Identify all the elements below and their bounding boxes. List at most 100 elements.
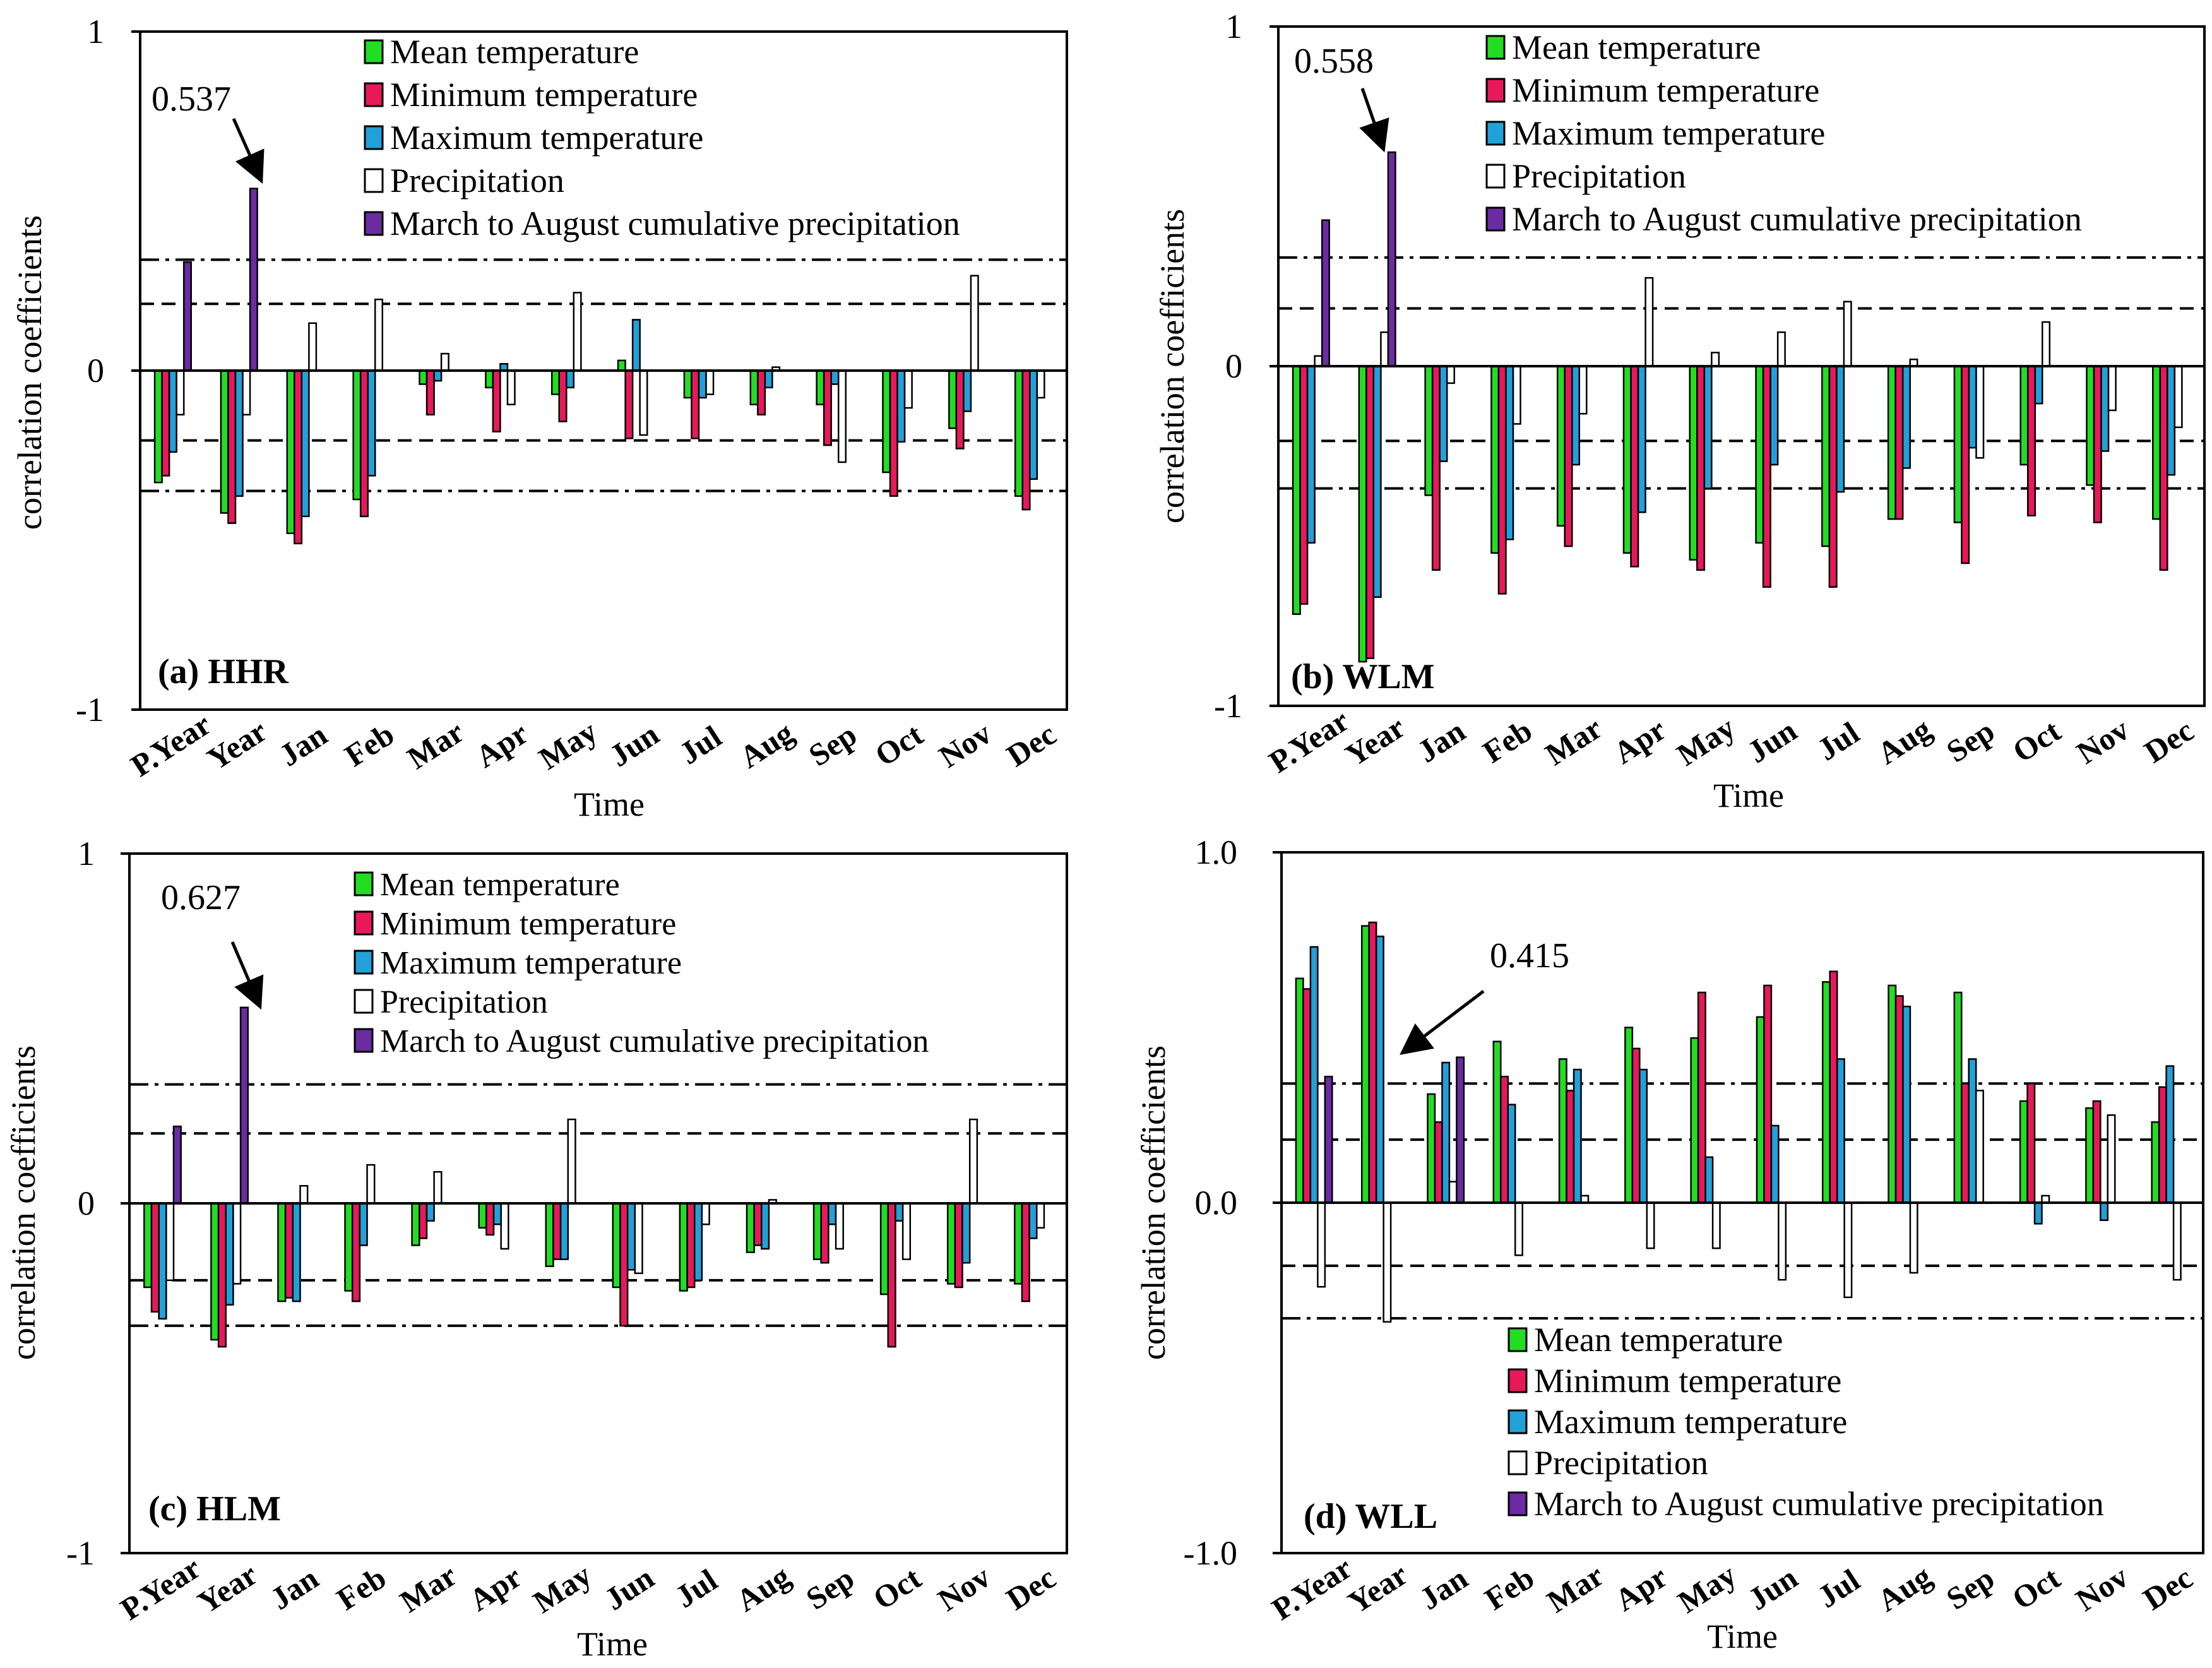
bar-b-s4-P.Year xyxy=(1321,219,1330,367)
bar-a-s3-Apr xyxy=(506,369,516,405)
x-tick-label: Aug xyxy=(1871,711,1937,771)
bar-c-s2-Jul xyxy=(693,1202,703,1282)
x-tick-label: Jul xyxy=(669,1562,723,1614)
annotation-label: 0.415 xyxy=(1490,936,1569,975)
legend-label: Minimum temperature xyxy=(380,906,676,942)
bar-d-s2-May xyxy=(1704,1156,1714,1204)
bar-b-s3-Sep xyxy=(1975,365,1985,459)
bar-b-s3-P.Year xyxy=(1314,355,1323,367)
legend-label: Maximum temperature xyxy=(1512,114,1825,152)
bar-a-s3-Year xyxy=(242,369,251,416)
bar-d-s0-Dec xyxy=(2151,1121,2160,1204)
bar-b-s0-Nov xyxy=(2086,365,2095,486)
bar-c-s3-Jan xyxy=(299,1185,309,1205)
bar-d-s1-Oct xyxy=(2026,1083,2036,1204)
x-tick-label: Apr xyxy=(1607,712,1672,771)
x-tick-label: Aug xyxy=(1871,1558,1937,1618)
bar-c-s3-Apr xyxy=(500,1202,509,1250)
bar-b-s0-Aug xyxy=(1887,365,1896,520)
legend-swatch xyxy=(1507,1450,1528,1475)
y-tick-label: 0.0 xyxy=(1195,1184,1238,1222)
bar-a-s1-Nov xyxy=(955,369,965,450)
bar-c-s0-Year xyxy=(210,1202,220,1341)
bar-b-s0-Year xyxy=(1358,365,1367,663)
x-tick-label: Jun xyxy=(1741,712,1803,770)
bar-b-s1-Jan xyxy=(1431,365,1441,571)
bar-c-s0-Dec xyxy=(1014,1202,1023,1285)
legend-label: Minimum temperature xyxy=(1534,1362,1841,1400)
bar-c-s3-Oct xyxy=(901,1202,912,1260)
bar-c-s4-Year xyxy=(239,1006,249,1205)
bar-a-s1-Jul xyxy=(691,369,700,439)
bar-d-s3-P.Year xyxy=(1317,1201,1326,1288)
bar-d-s1-Jan xyxy=(1434,1121,1443,1204)
bar-a-s0-Oct xyxy=(882,369,891,474)
legend-swatch xyxy=(364,168,384,193)
bar-d-s1-Nov xyxy=(2092,1100,2102,1204)
bar-c-s1-Dec xyxy=(1021,1202,1030,1302)
x-tick-label: Oct xyxy=(869,717,929,773)
bar-c-s1-Sep xyxy=(820,1202,830,1264)
bar-c-s2-Dec xyxy=(1028,1202,1038,1239)
x-tick-label: Jul xyxy=(1811,1562,1866,1614)
bar-d-s2-Jun xyxy=(1770,1124,1780,1204)
bar-c-s1-P.Year xyxy=(150,1202,160,1313)
bar-d-s0-Oct xyxy=(2019,1100,2028,1204)
bar-c-s0-Jun xyxy=(612,1202,621,1289)
legend-label: Precipitation xyxy=(390,162,564,200)
bar-c-s1-Jun xyxy=(619,1202,629,1327)
bar-d-s0-Jul xyxy=(1821,981,1831,1204)
x-tick-label: Dec xyxy=(2137,1559,2199,1617)
bar-a-s1-P.Year xyxy=(161,369,170,477)
bar-c-s2-Nov xyxy=(961,1202,971,1264)
bar-d-s0-Aug xyxy=(1888,984,1897,1204)
bar-b-s2-Apr xyxy=(1637,365,1646,513)
x-tick-label: Aug xyxy=(730,1558,796,1618)
bar-c-s1-Jul xyxy=(686,1202,696,1289)
bar-b-s4-Year xyxy=(1387,151,1396,367)
bar-a-s4-P.Year xyxy=(182,261,192,372)
bar-c-s0-Oct xyxy=(879,1202,889,1296)
bar-a-s0-May xyxy=(550,369,560,395)
legend-swatch xyxy=(354,910,374,936)
bar-a-s2-Mar xyxy=(433,369,443,382)
x-tick-label: Nov xyxy=(2069,1559,2134,1618)
bar-d-s2-Jan xyxy=(1441,1061,1451,1204)
bar-d-s3-May xyxy=(1711,1201,1721,1249)
legend-swatch xyxy=(364,39,384,64)
legend-label: March to August cumulative precipitation xyxy=(390,205,960,242)
bar-c-s1-Apr xyxy=(485,1202,495,1236)
bar-a-s1-Oct xyxy=(889,369,898,497)
bar-a-s3-Nov xyxy=(970,275,979,372)
bar-a-s3-Jun xyxy=(639,369,648,436)
bar-b-s1-Aug xyxy=(1894,365,1904,520)
bar-d-s1-Mar xyxy=(1566,1090,1575,1204)
bar-a-s2-Jan xyxy=(300,369,310,518)
bar-d-s1-Aug xyxy=(1894,995,1904,1204)
bar-b-s0-Mar xyxy=(1556,365,1566,527)
bar-b-s0-Apr xyxy=(1622,365,1632,554)
bar-c-s3-Jun xyxy=(634,1202,643,1275)
x-tick-label: Year xyxy=(201,713,273,777)
bar-b-s0-Sep xyxy=(1953,365,1963,523)
legend-swatch xyxy=(1507,1491,1528,1516)
bar-b-s1-P.Year xyxy=(1299,365,1309,605)
bar-c-s2-Oct xyxy=(895,1202,904,1222)
y-axis-label: correlation coefficients xyxy=(1134,1045,1172,1360)
bar-a-s3-P.Year xyxy=(175,369,185,416)
bar-c-s1-Jan xyxy=(284,1202,294,1299)
legend-label: March to August cumulative precipitation xyxy=(380,1023,929,1059)
bar-d-s2-Apr xyxy=(1639,1068,1648,1204)
bar-a-s3-Oct xyxy=(903,369,913,409)
bar-d-s1-Jul xyxy=(1829,970,1838,1204)
bar-c-s2-Mar xyxy=(425,1202,435,1222)
bar-b-s1-Mar xyxy=(1564,365,1573,547)
annotation-label: 0.537 xyxy=(152,80,231,119)
bar-d-s2-Nov xyxy=(2100,1201,2109,1221)
bar-b-s1-Jul xyxy=(1828,365,1838,588)
bar-c-s0-P.Year xyxy=(143,1202,153,1289)
bar-b-s3-Mar xyxy=(1578,365,1588,415)
